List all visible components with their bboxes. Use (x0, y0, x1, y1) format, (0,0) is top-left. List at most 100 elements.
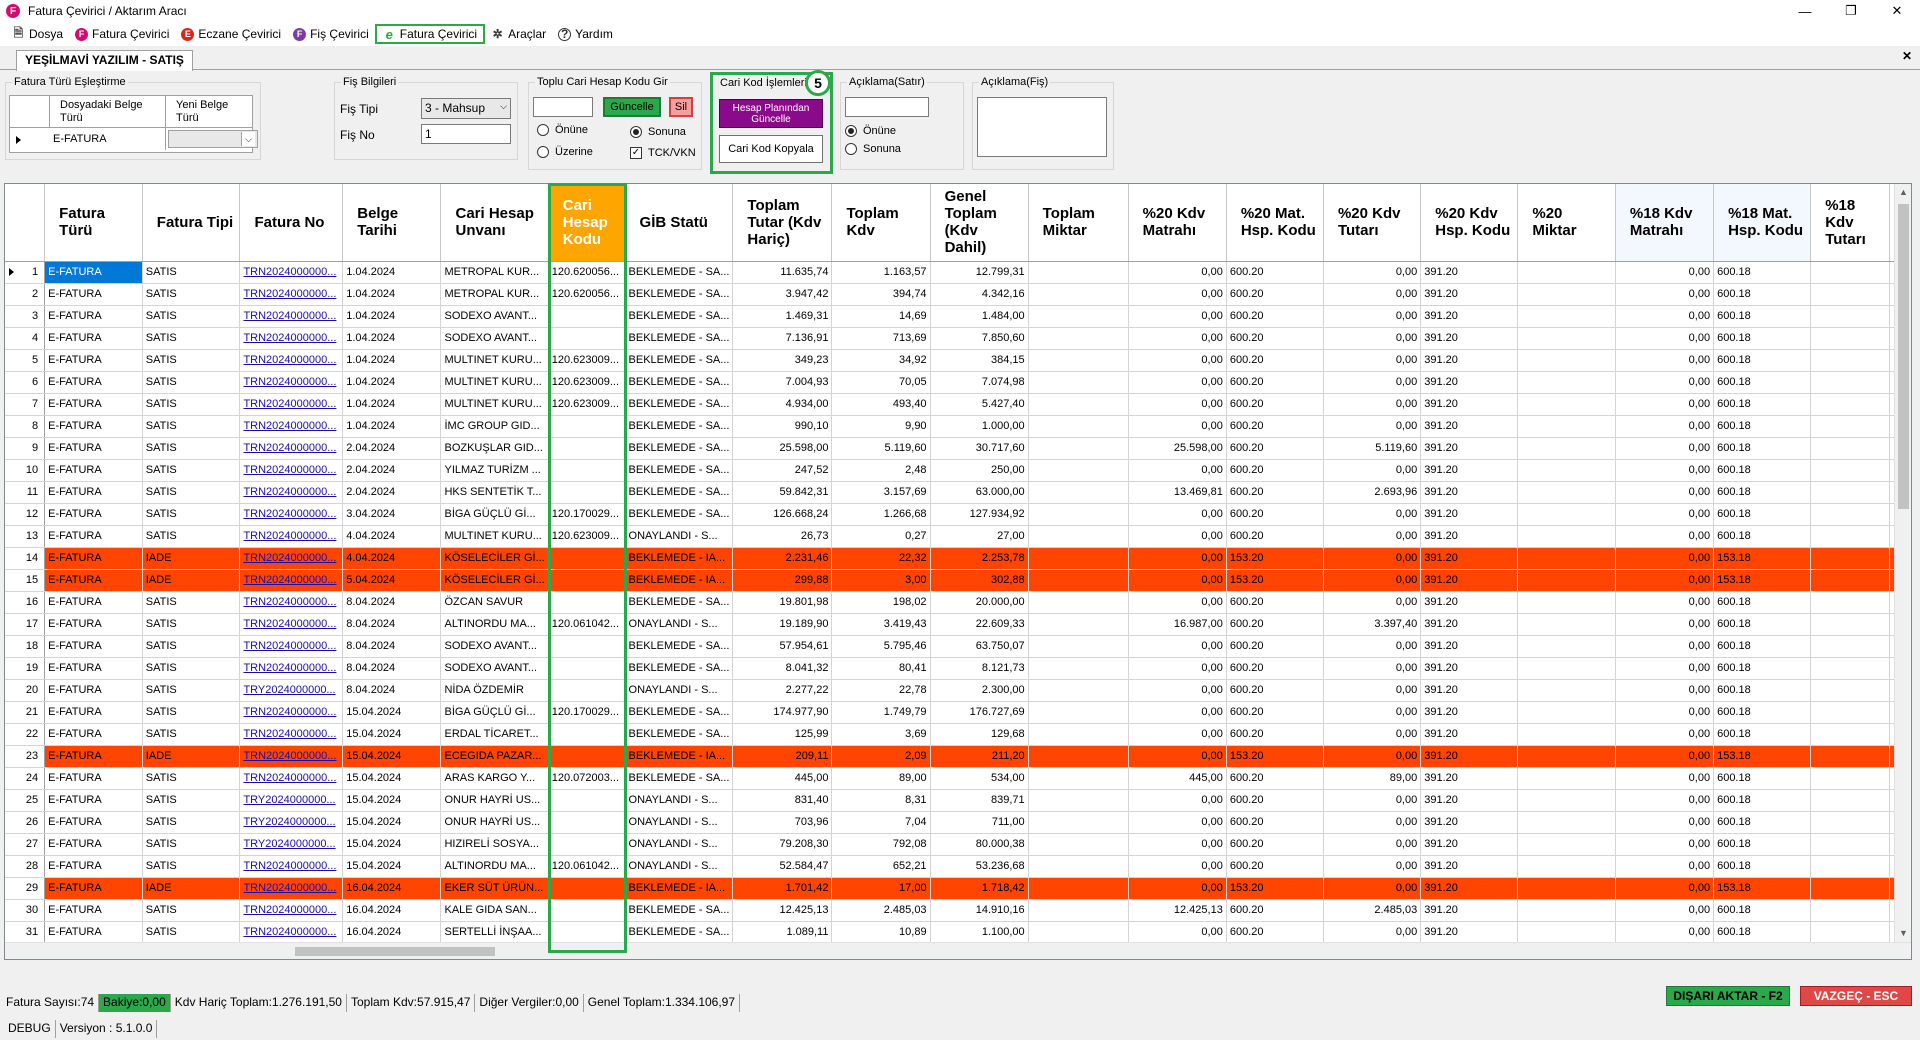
row-header[interactable]: 7 (5, 393, 46, 416)
table-cell[interactable]: 600.20 (1226, 899, 1324, 922)
table-row[interactable]: 19 E-FATURA SATIS TRN2024000000... 8.04.2024… (5, 657, 1911, 680)
table-cell[interactable]: 0,00 (1128, 811, 1227, 834)
table-cell[interactable] (1810, 525, 1890, 548)
table-cell[interactable]: 0,00 (1323, 415, 1422, 438)
table-cell[interactable] (548, 877, 626, 900)
table-cell[interactable]: 14,69 (831, 305, 931, 328)
table-cell[interactable]: 120.072003... (548, 767, 626, 790)
table-cell[interactable]: TRN2024000000... (239, 877, 344, 900)
table-cell[interactable] (1517, 679, 1616, 702)
row-header[interactable]: 5 (5, 349, 46, 372)
table-cell[interactable]: 8,31 (831, 789, 931, 812)
column-header[interactable]: Toplam Kdv (831, 184, 931, 262)
table-cell[interactable]: 0,00 (1615, 437, 1715, 460)
table-cell[interactable]: BEKLEMEDE - SA... (625, 261, 734, 284)
table-cell[interactable]: 10,89 (831, 921, 931, 944)
table-cell[interactable] (1517, 877, 1616, 900)
table-cell[interactable]: 600.20 (1226, 635, 1324, 658)
table-cell[interactable]: BEKLEMEDE - SA... (625, 305, 734, 328)
table-cell[interactable]: SATIS (142, 899, 241, 922)
table-cell[interactable]: 0,00 (1615, 569, 1715, 592)
table-cell[interactable]: 20.000,00 (930, 591, 1029, 614)
table-cell[interactable]: EKER SÜT ÜRÜN... (440, 877, 549, 900)
fatura-no-link[interactable]: TRN2024000000... (243, 508, 337, 520)
table-cell[interactable]: 445,00 (732, 767, 833, 790)
table-cell[interactable] (1810, 657, 1890, 680)
table-cell[interactable]: 391.20 (1420, 635, 1519, 658)
table-cell[interactable]: 0,00 (1128, 305, 1227, 328)
table-cell[interactable]: 1.701,42 (732, 877, 833, 900)
table-cell[interactable]: E-FATURA (44, 503, 143, 526)
table-cell[interactable]: 600.20 (1226, 811, 1324, 834)
table-cell[interactable]: SATIS (142, 305, 241, 328)
table-cell[interactable]: ONAYLANDI - S... (625, 679, 734, 702)
table-cell[interactable]: 0,00 (1323, 393, 1422, 416)
table-cell[interactable]: BEKLEMEDE - SA... (625, 415, 734, 438)
table-cell[interactable] (1810, 679, 1890, 702)
table-cell[interactable]: 0,00 (1615, 283, 1715, 306)
table-cell[interactable]: 0,00 (1323, 811, 1422, 834)
table-cell[interactable]: 15.04.2024 (342, 789, 442, 812)
table-cell[interactable]: SATIS (142, 701, 241, 724)
table-cell[interactable] (1517, 327, 1616, 350)
table-cell[interactable]: 19.801,98 (732, 591, 833, 614)
table-cell[interactable]: 8.04.2024 (342, 635, 442, 658)
fatura-no-link[interactable]: TRN2024000000... (243, 926, 337, 938)
table-cell[interactable] (1810, 547, 1890, 570)
table-cell[interactable] (548, 591, 626, 614)
table-cell[interactable]: 600.18 (1713, 789, 1812, 812)
table-cell[interactable]: TRN2024000000... (239, 481, 344, 504)
table-cell[interactable]: TRN2024000000... (239, 767, 344, 790)
column-header[interactable]: Fatura Tipi (142, 184, 241, 262)
table-cell[interactable]: 600.18 (1713, 811, 1812, 834)
table-row[interactable]: 18 E-FATURA SATIS TRN2024000000... 8.04.2024… (5, 635, 1911, 658)
table-cell[interactable]: 394,74 (831, 283, 931, 306)
table-cell[interactable]: 15.04.2024 (342, 745, 442, 768)
fatura-no-link[interactable]: TRN2024000000... (243, 772, 337, 784)
table-cell[interactable]: TRN2024000000... (239, 701, 344, 724)
table-cell[interactable]: 0,00 (1615, 261, 1715, 284)
fatura-no-link[interactable]: TRY2024000000... (243, 794, 336, 806)
table-cell[interactable]: 1.04.2024 (342, 283, 442, 306)
fatura-no-link[interactable]: TRN2024000000... (243, 442, 337, 454)
table-row[interactable]: 31 E-FATURA SATIS TRN2024000000... 16.04.202… (5, 921, 1911, 944)
table-cell[interactable]: 0,00 (1323, 569, 1422, 592)
table-cell[interactable]: 0,00 (1128, 393, 1227, 416)
table-cell[interactable]: ONAYLANDI - S... (625, 811, 734, 834)
table-cell[interactable] (1810, 371, 1890, 394)
table-cell[interactable]: 391.20 (1420, 349, 1519, 372)
column-header[interactable]: %18 Mat. Hsp. Kodu (1713, 184, 1812, 262)
table-row[interactable]: 14 E-FATURA IADE TRN2024000000... 4.04.2024 K… (5, 547, 1911, 570)
table-cell[interactable]: 7.074,98 (930, 371, 1029, 394)
table-row[interactable]: 23 E-FATURA IADE TRN2024000000... 15.04.2024… (5, 745, 1911, 768)
table-cell[interactable]: 0,00 (1323, 877, 1422, 900)
fatura-no-link[interactable]: TRN2024000000... (243, 574, 337, 586)
table-cell[interactable]: 713,69 (831, 327, 931, 350)
table-cell[interactable]: 0,00 (1323, 723, 1422, 746)
table-cell[interactable] (1810, 613, 1890, 636)
mapping-source-cell[interactable]: E-FATURA (50, 128, 166, 150)
table-cell[interactable]: 8.121,73 (930, 657, 1029, 680)
tab-close-icon[interactable]: ✕ (1901, 49, 1912, 63)
table-cell[interactable]: SATIS (142, 657, 241, 680)
table-cell[interactable]: SATIS (142, 283, 241, 306)
table-cell[interactable]: 0,00 (1128, 547, 1227, 570)
table-cell[interactable]: 3.157,69 (831, 481, 931, 504)
table-cell[interactable]: 0,00 (1128, 283, 1227, 306)
table-cell[interactable]: 0,27 (831, 525, 931, 548)
table-row[interactable]: 13 E-FATURA SATIS TRN2024000000... 4.04.2024… (5, 525, 1911, 548)
table-cell[interactable]: 600.18 (1713, 459, 1812, 482)
table-cell[interactable]: 3,69 (831, 723, 931, 746)
table-cell[interactable]: 1.04.2024 (342, 371, 442, 394)
table-cell[interactable]: 391.20 (1420, 525, 1519, 548)
table-cell[interactable]: 2,09 (831, 745, 931, 768)
table-cell[interactable]: 153.20 (1226, 569, 1324, 592)
table-cell[interactable]: ALTINORDU MA... (440, 613, 549, 636)
table-cell[interactable]: ONAYLANDI - S... (625, 525, 734, 548)
table-cell[interactable] (1517, 635, 1616, 658)
table-cell[interactable]: SATIS (142, 811, 241, 834)
table-cell[interactable]: 120.061042... (548, 855, 626, 878)
row-header[interactable]: 20 (5, 679, 46, 702)
table-cell[interactable]: 17,00 (831, 877, 931, 900)
table-cell[interactable]: 153.20 (1226, 745, 1324, 768)
